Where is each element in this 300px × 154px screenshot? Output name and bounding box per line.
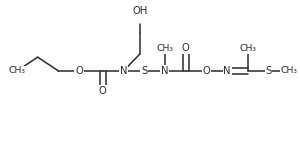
Text: N: N (223, 66, 231, 76)
Text: S: S (141, 66, 147, 76)
Text: O: O (99, 86, 106, 96)
Text: O: O (182, 43, 190, 53)
Text: O: O (202, 66, 210, 76)
Text: CH₃: CH₃ (156, 44, 173, 53)
Text: CH₃: CH₃ (239, 44, 256, 53)
Text: CH₃: CH₃ (281, 66, 298, 75)
Text: N: N (120, 66, 127, 76)
Text: S: S (266, 66, 272, 76)
Text: O: O (75, 66, 83, 76)
Text: N: N (161, 66, 169, 76)
Text: OH: OH (132, 6, 147, 16)
Text: CH₃: CH₃ (8, 66, 26, 75)
